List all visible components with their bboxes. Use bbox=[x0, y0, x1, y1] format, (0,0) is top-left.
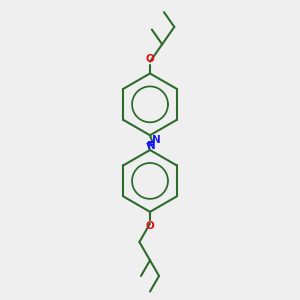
Text: O: O bbox=[146, 54, 154, 64]
Text: N: N bbox=[147, 141, 156, 151]
Text: N: N bbox=[152, 135, 161, 145]
Text: O: O bbox=[146, 221, 154, 231]
